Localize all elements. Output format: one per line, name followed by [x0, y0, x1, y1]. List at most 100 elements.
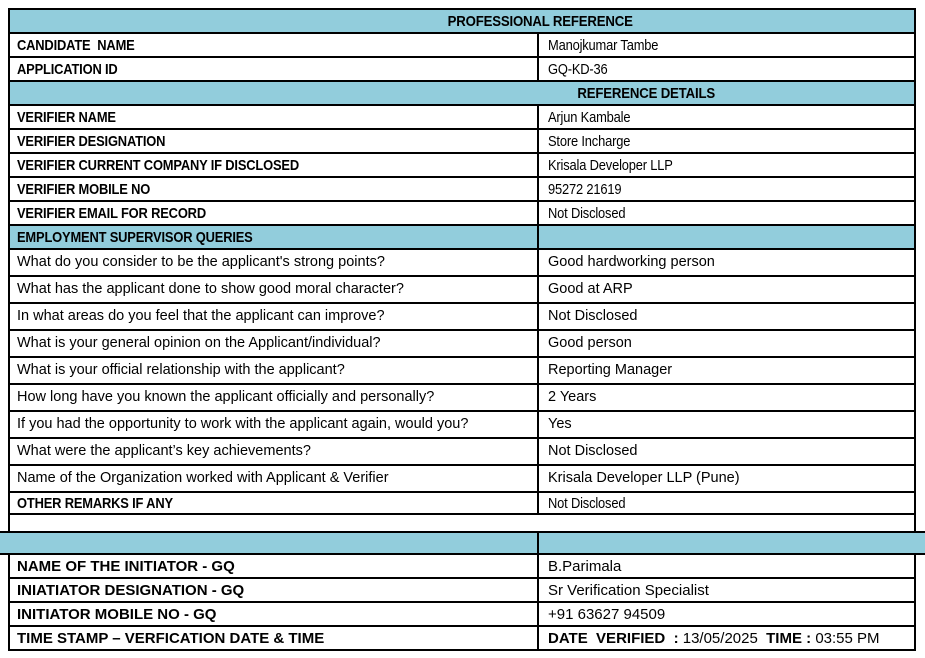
- question-text: What has the applicant done to show good…: [17, 281, 404, 298]
- value-cell: 95272 21619: [539, 178, 914, 200]
- time-value: 03:55 PM: [815, 629, 880, 647]
- question-cell: What is your official relationship with …: [10, 358, 539, 383]
- question-cell: What do you consider to be the applicant…: [10, 250, 539, 275]
- reference-table: PROFESSIONAL REFERENCE CANDIDATE NAME Ma…: [0, 8, 925, 651]
- row-initiator-designation: INIATIATOR DESIGNATION - GQ Sr Verificat…: [8, 579, 916, 603]
- answer-text: Krisala Developer LLP (Pune): [548, 470, 740, 487]
- field-label: APPLICATION ID: [17, 60, 118, 78]
- question-cell: In what areas do you feel that the appli…: [10, 304, 539, 329]
- question-cell: What is your general opinion on the Appl…: [10, 331, 539, 356]
- value-cell: Store Incharge: [539, 130, 914, 152]
- field-label: VERIFIER CURRENT COMPANY IF DISCLOSED: [17, 156, 299, 174]
- question-text: What is your official relationship with …: [17, 362, 345, 379]
- row-candidate-name: CANDIDATE NAME Manojkumar Tambe: [8, 34, 916, 58]
- row-query-moral-character: What has the applicant done to show good…: [8, 277, 916, 304]
- answer-cell: Not Disclosed: [539, 304, 914, 329]
- field-label: VERIFIER DESIGNATION: [17, 132, 166, 150]
- field-value: Manojkumar Tambe: [548, 36, 659, 54]
- label-cell: NAME OF THE INITIATOR - GQ: [10, 555, 539, 577]
- time-label: TIME :: [757, 629, 816, 647]
- answer-text: Yes: [548, 416, 572, 433]
- answer-text: Not Disclosed: [548, 308, 638, 325]
- answer-cell: Reporting Manager: [539, 358, 914, 383]
- field-label: OTHER REMARKS IF ANY: [17, 494, 173, 512]
- label-cell: CANDIDATE NAME: [10, 34, 539, 56]
- row-application-id: APPLICATION ID GQ-KD-36: [8, 58, 916, 82]
- answer-cell: Good person: [539, 331, 914, 356]
- answer-text: Good hardworking person: [548, 254, 715, 271]
- value-cell: DATE VERIFIED : 13/05/2025 TIME : 03:55 …: [539, 627, 914, 649]
- question-cell: If you had the opportunity to work with …: [10, 412, 539, 437]
- row-timestamp: TIME STAMP – VERFICATION DATE & TIME DAT…: [8, 627, 916, 651]
- row-query-organization: Name of the Organization worked with App…: [8, 466, 916, 493]
- field-value: Sr Verification Specialist: [548, 581, 709, 599]
- label-cell: OTHER REMARKS IF ANY: [10, 493, 539, 513]
- answer-text: Reporting Manager: [548, 362, 673, 379]
- value-cell: Manojkumar Tambe: [539, 34, 914, 56]
- label-cell: VERIFIER NAME: [10, 106, 539, 128]
- row-query-official-relationship: What is your official relationship with …: [8, 358, 916, 385]
- value-cell: B.Parimala: [539, 555, 914, 577]
- answer-cell: 2 Years: [539, 385, 914, 410]
- field-label: TIME STAMP – VERFICATION DATE & TIME: [17, 629, 325, 647]
- answer-text: Good person: [548, 335, 632, 352]
- field-label: INITIATOR MOBILE NO - GQ: [17, 605, 217, 623]
- section-divider-band: [0, 531, 925, 555]
- section-employment-supervisor-queries: EMPLOYMENT SUPERVISOR QUERIES: [8, 226, 916, 250]
- value-cell: GQ-KD-36: [539, 58, 914, 80]
- answer-cell: Not Disclosed: [539, 439, 914, 464]
- band-right-cell: [539, 533, 925, 553]
- field-value: Arjun Kambale: [548, 108, 631, 126]
- band-left-cell: [0, 533, 539, 553]
- label-cell: VERIFIER EMAIL FOR RECORD: [10, 202, 539, 224]
- value-cell: +91 63627 94509: [539, 603, 914, 625]
- label-cell: APPLICATION ID: [10, 58, 539, 80]
- row-verifier-mobile: VERIFIER MOBILE NO 95272 21619: [8, 178, 916, 202]
- field-label: INIATIATOR DESIGNATION - GQ: [17, 581, 245, 599]
- header-reference-details: REFERENCE DETAILS: [8, 82, 916, 106]
- field-label: NAME OF THE INITIATOR - GQ: [17, 557, 235, 575]
- question-text: Name of the Organization worked with App…: [17, 470, 389, 487]
- field-value: B.Parimala: [548, 557, 622, 575]
- field-value: Not Disclosed: [548, 494, 626, 512]
- row-other-remarks: OTHER REMARKS IF ANY Not Disclosed: [8, 493, 916, 515]
- question-text: How long have you known the applicant of…: [17, 389, 435, 406]
- question-cell: How long have you known the applicant of…: [10, 385, 539, 410]
- label-cell: VERIFIER DESIGNATION: [10, 130, 539, 152]
- label-cell: TIME STAMP – VERFICATION DATE & TIME: [10, 627, 539, 649]
- page-title: PROFESSIONAL REFERENCE: [447, 12, 633, 30]
- section-label: EMPLOYMENT SUPERVISOR QUERIES: [17, 228, 253, 246]
- field-label: VERIFIER EMAIL FOR RECORD: [17, 204, 206, 222]
- question-text: What were the applicant’s key achievemen…: [17, 443, 311, 460]
- row-initiator-name: NAME OF THE INITIATOR - GQ B.Parimala: [8, 555, 916, 579]
- row-verifier-company: VERIFIER CURRENT COMPANY IF DISCLOSED Kr…: [8, 154, 916, 178]
- answer-text: 2 Years: [548, 389, 597, 406]
- row-query-work-again: If you had the opportunity to work with …: [8, 412, 916, 439]
- field-value: Not Disclosed: [548, 204, 626, 222]
- answer-cell: Good hardworking person: [539, 250, 914, 275]
- question-text: In what areas do you feel that the appli…: [17, 308, 385, 325]
- answer-cell: Yes: [539, 412, 914, 437]
- field-value: +91 63627 94509: [548, 605, 666, 623]
- date-verified-value: 13/05/2025: [682, 629, 758, 647]
- question-text: If you had the opportunity to work with …: [17, 416, 469, 433]
- field-value: Krisala Developer LLP: [548, 156, 673, 174]
- question-cell: What has the applicant done to show good…: [10, 277, 539, 302]
- answer-cell: Good at ARP: [539, 277, 914, 302]
- value-cell: Not Disclosed: [539, 493, 914, 513]
- spacer-row: [8, 515, 916, 531]
- row-query-general-opinion: What is your general opinion on the Appl…: [8, 331, 916, 358]
- field-value: Store Incharge: [548, 132, 631, 150]
- field-label: VERIFIER NAME: [17, 108, 116, 126]
- label-cell: INITIATOR MOBILE NO - GQ: [10, 603, 539, 625]
- empty-cell: [539, 226, 914, 248]
- section-title: REFERENCE DETAILS: [577, 84, 715, 102]
- question-cell: Name of the Organization worked with App…: [10, 466, 539, 491]
- label-cell: VERIFIER MOBILE NO: [10, 178, 539, 200]
- field-label: CANDIDATE NAME: [17, 36, 135, 54]
- value-cell: Sr Verification Specialist: [539, 579, 914, 601]
- row-query-key-achievements: What were the applicant’s key achievemen…: [8, 439, 916, 466]
- date-verified-label: DATE VERIFIED :: [548, 629, 683, 647]
- header-professional-reference: PROFESSIONAL REFERENCE: [8, 8, 916, 34]
- row-query-known-duration: How long have you known the applicant of…: [8, 385, 916, 412]
